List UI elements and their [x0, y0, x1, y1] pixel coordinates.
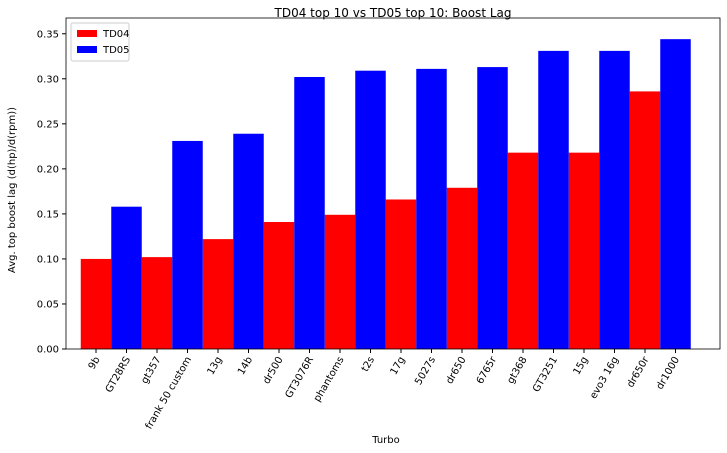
x-axis-label: Turbo — [371, 435, 400, 446]
x-tick-label: 15g — [572, 355, 591, 377]
legend-swatch — [77, 46, 97, 53]
x-tick-label: 17g — [389, 355, 408, 377]
x-tick-label: gt368 — [505, 355, 529, 386]
bar — [355, 70, 386, 350]
x-tick-label: GT3251 — [531, 355, 560, 394]
x-tick-label: t2s — [360, 355, 377, 374]
bar — [660, 39, 691, 349]
bar — [294, 76, 325, 349]
bar — [324, 214, 356, 349]
bar — [80, 258, 112, 349]
bar — [507, 152, 539, 349]
bar — [202, 239, 234, 349]
x-tick-label: 14b — [236, 355, 255, 377]
legend-swatch — [77, 30, 97, 37]
bar — [538, 50, 569, 350]
y-tick-label: 0.35 — [37, 29, 59, 40]
legend-label: TD05 — [102, 45, 130, 56]
y-tick-label: 0.20 — [37, 164, 59, 175]
bar — [385, 199, 417, 349]
x-tick-label: dr650 — [444, 355, 468, 386]
bar — [172, 140, 203, 349]
x-tick-label: gt357 — [139, 355, 163, 386]
x-tick-label: dr500 — [261, 355, 285, 386]
x-tick-label: 13g — [206, 355, 225, 377]
y-tick-label: 0.10 — [37, 254, 59, 265]
y-tick-label: 0.25 — [37, 119, 59, 130]
y-axis-label: Avg. top boost lag (d(hp)/d(rpm)) — [7, 107, 18, 273]
x-tick-label: dr650r — [625, 354, 652, 389]
x-tick-label: evo3 16g — [588, 355, 621, 401]
x-tick-label: 5027s — [413, 355, 438, 387]
x-tick-label: 6765r — [475, 354, 500, 386]
bar — [477, 67, 508, 350]
bar — [263, 222, 295, 349]
x-tick-label: phantoms — [312, 355, 347, 404]
x-tick-label: 9b — [87, 355, 103, 372]
y-tick-label: 0.00 — [37, 345, 59, 356]
legend: TD04 TD05 — [70, 22, 130, 62]
y-tick-label: 0.05 — [37, 299, 59, 310]
plot-frame — [65, 17, 721, 350]
bar — [233, 133, 264, 349]
x-tick-label: GT28RS — [104, 355, 133, 395]
bar — [599, 50, 630, 350]
bar — [446, 187, 478, 349]
x-tick-label: dr1000 — [655, 355, 682, 392]
legend-label: TD04 — [102, 29, 130, 40]
chart-title: TD04 top 10 vs TD05 top 10: Boost Lag — [274, 6, 512, 20]
y-tick-label: 0.15 — [37, 209, 59, 220]
bar — [629, 91, 661, 349]
bar — [141, 257, 173, 349]
y-tick-label: 0.30 — [37, 74, 59, 85]
bar — [111, 206, 142, 349]
bar — [568, 152, 600, 349]
bar — [416, 68, 447, 350]
x-tick-label: GT3076R — [284, 355, 317, 400]
